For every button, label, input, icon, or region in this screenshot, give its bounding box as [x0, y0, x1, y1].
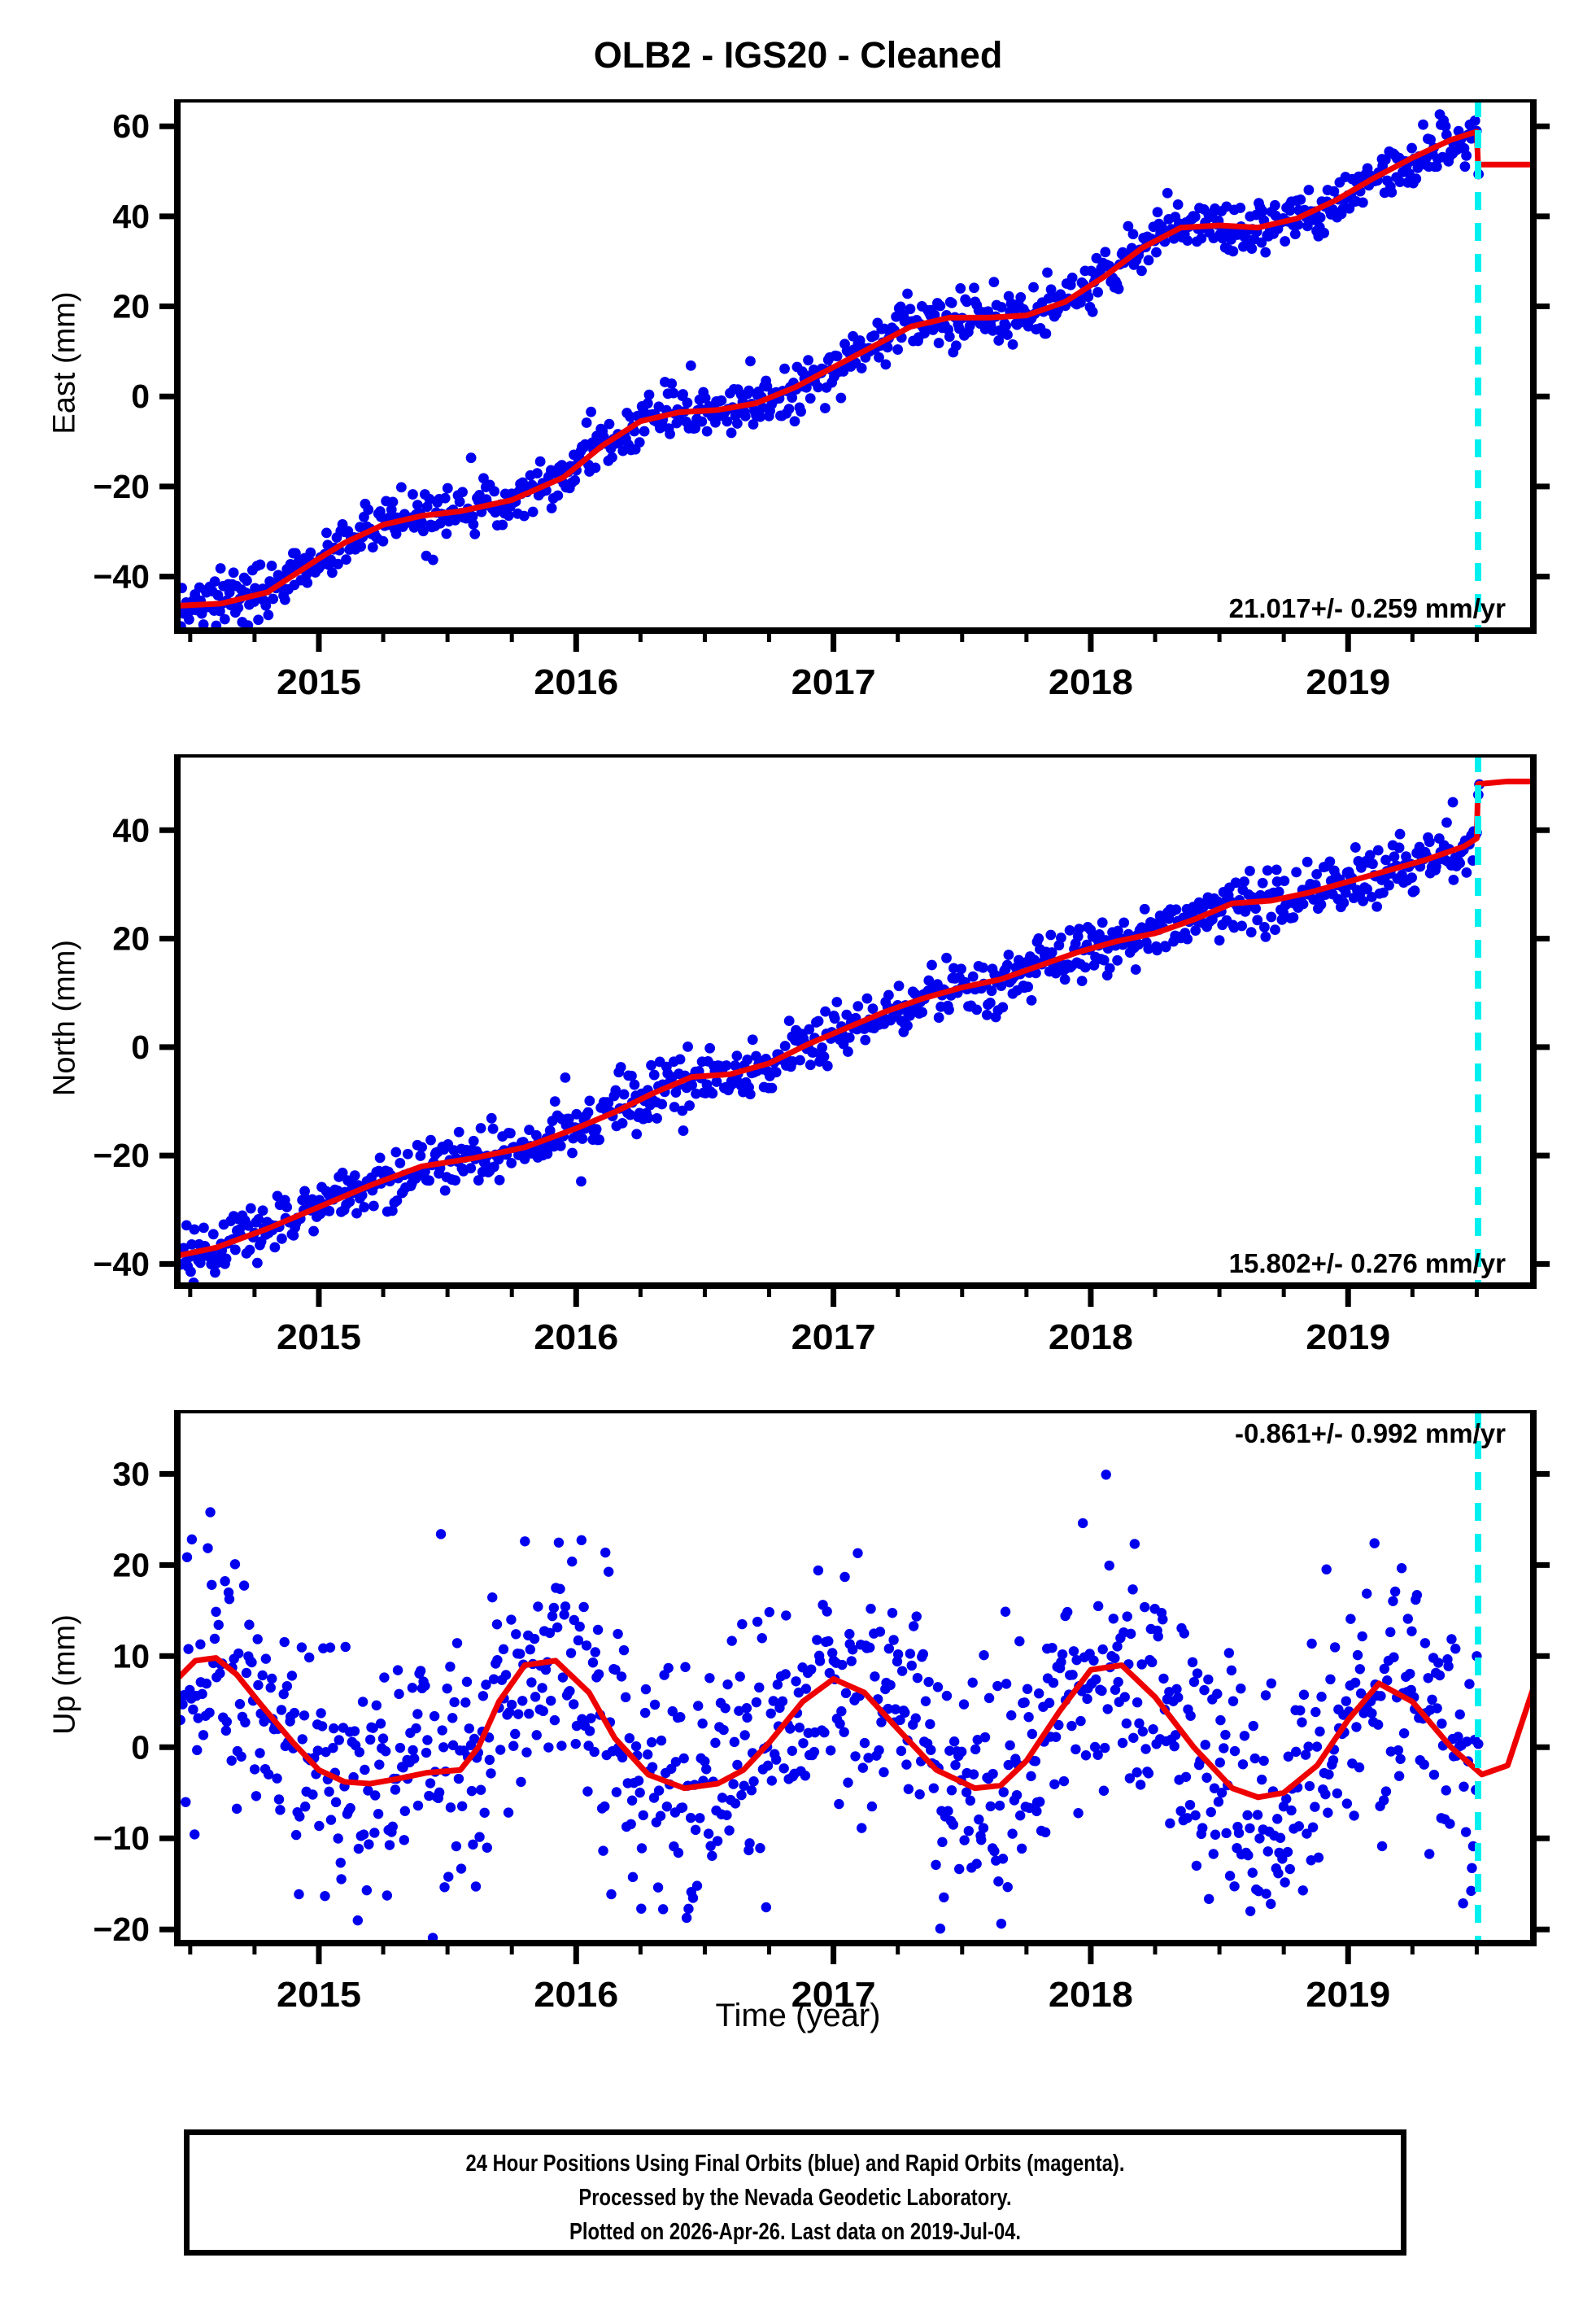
x-tick-label: 2017: [791, 1317, 876, 1357]
data-layer-north: [177, 754, 1533, 1286]
y-tick-label: −40: [93, 1245, 150, 1282]
y-tick-label: 20: [112, 920, 150, 958]
x-tick-label: 2017: [791, 662, 876, 702]
rate-annotation: -0.861+/- 0.992 mm/yr: [1235, 1418, 1506, 1448]
rate-annotation: 21.017+/- 0.259 mm/yr: [1229, 593, 1506, 623]
y-tick-label: 40: [112, 811, 150, 849]
x-tick-label: 2016: [534, 1317, 618, 1357]
y-tick-label: 30: [112, 1455, 150, 1492]
x-tick-label: 2015: [277, 1317, 361, 1357]
y-axis-label-east: East (mm): [47, 291, 82, 435]
y-axis-label-north: North (mm): [47, 939, 82, 1097]
y-tick-label: 0: [131, 1728, 150, 1766]
panel-north: 40 20 0 −20 −40 2015 2016 2017 2018 2019 15.802+/-…: [93, 754, 1550, 1357]
x-tick-label: 2019: [1306, 1975, 1390, 2015]
panel-east: 60 40 20 0 −20 −40 2015 2016 2017 2018 2019 21.017+…: [93, 99, 1550, 702]
y-tick-label: 10: [112, 1637, 150, 1675]
x-tick-label: 2018: [1049, 1975, 1133, 2015]
chart-svg-up: 30 20 10 0 −10 −20 2015 2016 2017 2018 2019 -0.861+…: [93, 1410, 1550, 2015]
plot-frame: [174, 1410, 1537, 1946]
caption-box: 24 Hour Positions Using Final Orbits (bl…: [184, 2129, 1406, 2256]
y-tick-label: −40: [93, 558, 150, 596]
x-tick-label: 2015: [277, 662, 361, 702]
x-tick-label: 2018: [1049, 662, 1133, 702]
y-tick-label: −10: [93, 1819, 150, 1857]
caption-line-2: Processed by the Nevada Geodetic Laborat…: [578, 2185, 1012, 2211]
y-tick-label: 40: [112, 198, 150, 235]
y-tick-label: 0: [131, 378, 150, 415]
x-tick-label: 2016: [534, 662, 618, 702]
chart-svg-east: 60 40 20 0 −20 −40 2015 2016 2017 2018 2019 21.017+…: [93, 99, 1550, 702]
x-tick-label: 2019: [1306, 1317, 1390, 1357]
trend-line: [177, 129, 1533, 609]
x-tick-label: 2018: [1049, 1317, 1133, 1357]
plot-frame: [174, 99, 1537, 634]
plot-frame: [174, 754, 1537, 1289]
y-tick-label: 60: [112, 107, 150, 145]
data-layer-east: [177, 99, 1533, 631]
y-tick-label: −20: [93, 468, 150, 505]
x-tick-label: 2015: [277, 1975, 361, 2015]
chart-svg-north: 40 20 0 −20 −40 2015 2016 2017 2018 2019 15.802+/-…: [93, 754, 1550, 1357]
x-axis-title: Time (year): [715, 1998, 881, 2033]
caption-line-3: Plotted on 2026-Apr-26. Last data on 201…: [569, 2219, 1022, 2245]
panel-up: 30 20 10 0 −10 −20 2015 2016 2017 2018 2019 -0.861+…: [93, 1410, 1550, 2015]
caption-line-1: 24 Hour Positions Using Final Orbits (bl…: [465, 2151, 1125, 2177]
y-axis-label-up: Up (mm): [47, 1614, 82, 1735]
y-tick-label: 20: [112, 1546, 150, 1583]
y-tick-label: 20: [112, 288, 150, 325]
data-layer-up: [177, 1410, 1533, 1943]
x-tick-label: 2019: [1306, 662, 1390, 702]
rate-annotation: 15.802+/- 0.276 mm/yr: [1229, 1248, 1506, 1278]
x-tick-label: 2017: [791, 1975, 876, 2015]
trend-line: [177, 778, 1533, 1259]
trend-line: [177, 1655, 1533, 1801]
y-tick-label: −20: [93, 1137, 150, 1174]
page-title: OLB2 - IGS20 - Cleaned: [593, 34, 1003, 76]
y-tick-label: 0: [131, 1029, 150, 1066]
x-tick-label: 2016: [534, 1975, 618, 2015]
y-tick-label: −20: [93, 1911, 150, 1948]
scatter-points: [177, 1470, 1484, 1943]
